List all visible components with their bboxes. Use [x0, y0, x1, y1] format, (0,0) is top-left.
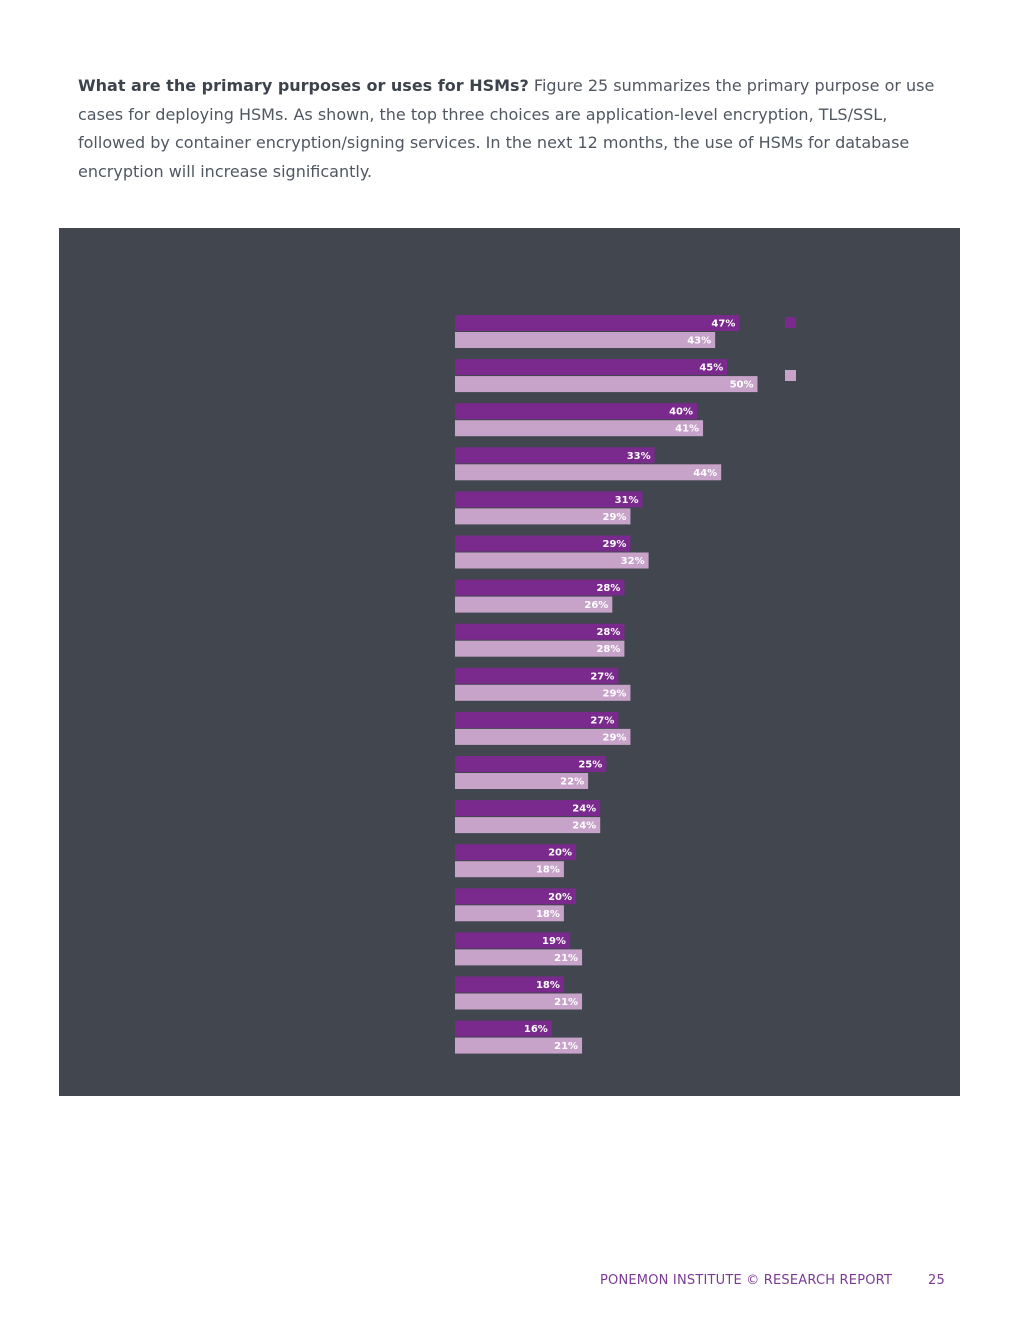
- bar-s2-10: [455, 728, 631, 745]
- bar-s1-9: [455, 667, 619, 684]
- bar-label-s2-8: 28%: [596, 644, 620, 655]
- bar-s2-12: [455, 817, 601, 834]
- intro-heading: What are the primary purposes or uses fo…: [78, 76, 529, 95]
- bar-label-s1-3: 40%: [669, 407, 693, 418]
- bar-label-s2-3: 41%: [675, 424, 699, 435]
- bar-label-s2-9: 29%: [603, 688, 627, 699]
- bar-label-s2-17: 21%: [554, 1041, 578, 1052]
- bar-label-s2-5: 29%: [603, 512, 627, 523]
- legend-swatch-2: [785, 370, 796, 381]
- intro-text: Figure 25 summarizes the primary purpose…: [78, 76, 935, 181]
- bar-label-s1-5: 31%: [615, 495, 639, 506]
- bar-label-s2-7: 26%: [584, 600, 608, 611]
- bar-s2-14: [455, 905, 564, 922]
- bar-label-s1-16: 18%: [536, 980, 560, 991]
- bar-s1-5: [455, 491, 643, 508]
- bar-label-s2-12: 24%: [572, 821, 596, 832]
- bar-label-s2-10: 29%: [603, 732, 627, 743]
- bar-s1-13: [455, 844, 576, 861]
- bar-label-s1-17: 16%: [524, 1024, 548, 1035]
- bar-label-s2-15: 21%: [554, 953, 578, 964]
- bar-s2-7: [455, 596, 613, 613]
- bar-label-s1-11: 25%: [578, 760, 602, 771]
- bar-label-s2-1: 43%: [687, 336, 711, 347]
- bar-s2-13: [455, 861, 564, 878]
- bar-s2-8: [455, 640, 625, 657]
- bar-s2-5: [455, 508, 631, 525]
- bar-s1-15: [455, 932, 570, 949]
- bar-s2-11: [455, 773, 589, 789]
- bar-s1-12: [455, 800, 601, 817]
- bar-s1-8: [455, 623, 625, 640]
- bar-s2-17: [455, 1037, 583, 1054]
- bar-label-s1-14: 20%: [548, 892, 572, 903]
- bar-label-s1-1: 47%: [711, 319, 735, 330]
- bar-s1-2: [455, 359, 728, 376]
- bar-s2-4: [455, 464, 722, 481]
- footer: PONEMON INSTITUTE © RESEARCH REPORT 25: [600, 1273, 945, 1288]
- bar-s1-11: [455, 756, 607, 772]
- bar-label-s1-7: 28%: [596, 583, 620, 594]
- bar-label-s2-16: 21%: [554, 997, 578, 1008]
- bar-s1-7: [455, 579, 625, 596]
- legend-swatch-1: [785, 317, 796, 328]
- bar-label-s1-15: 19%: [542, 936, 566, 947]
- bar-label-s1-4: 33%: [627, 451, 651, 462]
- bar-label-s2-2: 50%: [730, 380, 754, 391]
- bar-s2-16: [455, 993, 583, 1010]
- bar-label-s1-6: 29%: [603, 539, 627, 550]
- bar-label-s2-14: 18%: [536, 909, 560, 920]
- bar-s1-3: [455, 403, 697, 420]
- bar-s1-10: [455, 711, 619, 728]
- bar-label-s1-13: 20%: [548, 848, 572, 859]
- bar-label-s1-12: 24%: [572, 804, 596, 815]
- page-number: 25: [928, 1273, 945, 1288]
- bar-s2-6: [455, 552, 649, 569]
- bar-s2-1: [455, 332, 716, 348]
- bar-label-s2-6: 32%: [621, 556, 645, 567]
- bar-s1-1: [455, 315, 740, 331]
- intro-paragraph: What are the primary purposes or uses fo…: [78, 72, 948, 186]
- bar-s1-16: [455, 976, 564, 993]
- bar-label-s2-4: 44%: [693, 468, 717, 479]
- bar-s2-3: [455, 420, 704, 437]
- bar-label-s1-8: 28%: [596, 627, 620, 638]
- bar-label-s1-10: 27%: [590, 715, 614, 726]
- bar-s2-2: [455, 376, 758, 393]
- bar-s2-15: [455, 949, 583, 966]
- bar-chart: 47% 45% 40% 33% 31% 29% 28% 28% 27% 27% 25% 24% 20% 2…: [455, 315, 796, 1054]
- bar-s1-17: [455, 1020, 552, 1037]
- bar-s1-4: [455, 447, 655, 464]
- bar-label-s2-11: 22%: [560, 777, 584, 788]
- chart-panel: 47% 45% 40% 33% 31% 29% 28% 28% 27% 27% 25% 24% 20% 2…: [59, 228, 960, 1096]
- footer-text: PONEMON INSTITUTE © RESEARCH REPORT: [600, 1273, 893, 1288]
- bar-label-s2-13: 18%: [536, 865, 560, 876]
- bar-s2-9: [455, 684, 631, 701]
- bar-label-s1-9: 27%: [590, 671, 614, 682]
- bar-s1-6: [455, 535, 631, 552]
- bar-label-s1-2: 45%: [699, 363, 723, 374]
- bar-s1-14: [455, 888, 576, 905]
